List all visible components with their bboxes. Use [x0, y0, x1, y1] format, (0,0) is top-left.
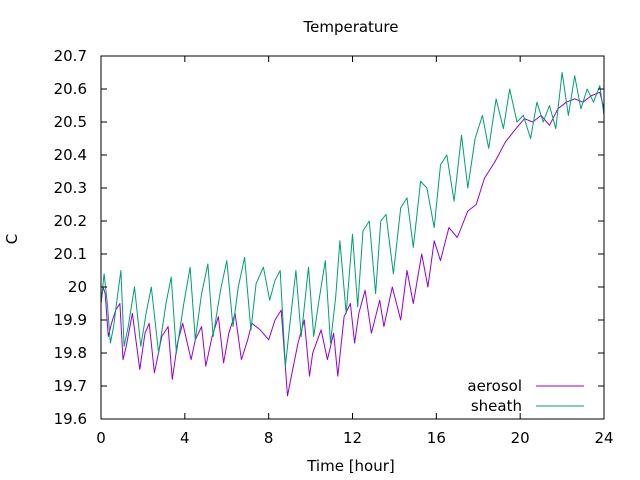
x-axis-label: Time [hour] [306, 457, 395, 475]
legend-label-sheath: sheath [471, 397, 522, 415]
y-tick-label: 20.5 [54, 113, 87, 131]
y-axis-label: C [3, 234, 21, 244]
x-tick-label: 24 [594, 429, 613, 447]
x-tick-label: 0 [96, 429, 106, 447]
y-tick-label: 19.9 [54, 311, 87, 329]
y-tick-label: 20.6 [54, 80, 87, 98]
y-tick-label: 19.6 [54, 410, 87, 428]
y-tick-label: 20.3 [54, 179, 87, 197]
x-tick-label: 8 [264, 429, 274, 447]
x-tick-label: 16 [427, 429, 446, 447]
series-layer [100, 72, 605, 397]
y-tick-label: 19.7 [54, 377, 87, 395]
y-tick-label: 20.1 [54, 245, 87, 263]
series-line-aerosol [100, 91, 605, 397]
y-tick-label: 19.8 [54, 344, 87, 362]
x-tick-label: 12 [343, 429, 362, 447]
y-tick-label: 20.7 [54, 47, 87, 65]
x-tick-label: 4 [180, 429, 190, 447]
legend-label-aerosol: aerosol [467, 377, 522, 395]
tick-layer: 19.6 19.7 19.8 19.9 20 20.1 20.2 20.3 20.4 20.5 20… [54, 47, 614, 447]
legend: aerosol sheath [467, 377, 584, 415]
x-tick-label: 20 [511, 429, 530, 447]
chart-title: Temperature [302, 18, 398, 36]
y-tick-label: 20.4 [54, 146, 87, 164]
y-tick-label: 20.2 [54, 212, 87, 230]
y-tick-label: 20 [68, 278, 87, 296]
series-line-sheath [100, 72, 605, 367]
